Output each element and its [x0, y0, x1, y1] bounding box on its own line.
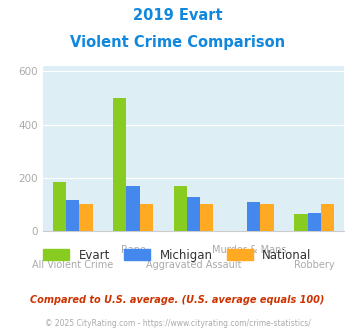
Text: © 2025 CityRating.com - https://www.cityrating.com/crime-statistics/: © 2025 CityRating.com - https://www.city…	[45, 319, 310, 328]
Bar	[261, 204, 274, 231]
Text: All Violent Crime: All Violent Crime	[32, 260, 113, 270]
Bar	[113, 98, 126, 231]
Bar	[53, 182, 66, 231]
Text: Rape: Rape	[121, 245, 146, 255]
Bar	[187, 197, 200, 231]
Text: Violent Crime Comparison: Violent Crime Comparison	[70, 35, 285, 50]
Bar	[294, 214, 307, 231]
Text: 2019 Evart: 2019 Evart	[133, 8, 222, 23]
Bar	[80, 204, 93, 231]
Bar	[140, 204, 153, 231]
Bar	[174, 186, 187, 231]
Text: Compared to U.S. average. (U.S. average equals 100): Compared to U.S. average. (U.S. average …	[30, 295, 325, 305]
Bar	[126, 186, 140, 231]
Text: Aggravated Assault: Aggravated Assault	[146, 260, 241, 270]
Bar	[200, 204, 213, 231]
Text: Robbery: Robbery	[294, 260, 334, 270]
Bar	[307, 213, 321, 231]
Bar	[321, 204, 334, 231]
Legend: Evart, Michigan, National: Evart, Michigan, National	[39, 244, 316, 266]
Bar	[66, 200, 80, 231]
Text: Murder & Mans...: Murder & Mans...	[212, 245, 296, 255]
Bar	[247, 202, 261, 231]
